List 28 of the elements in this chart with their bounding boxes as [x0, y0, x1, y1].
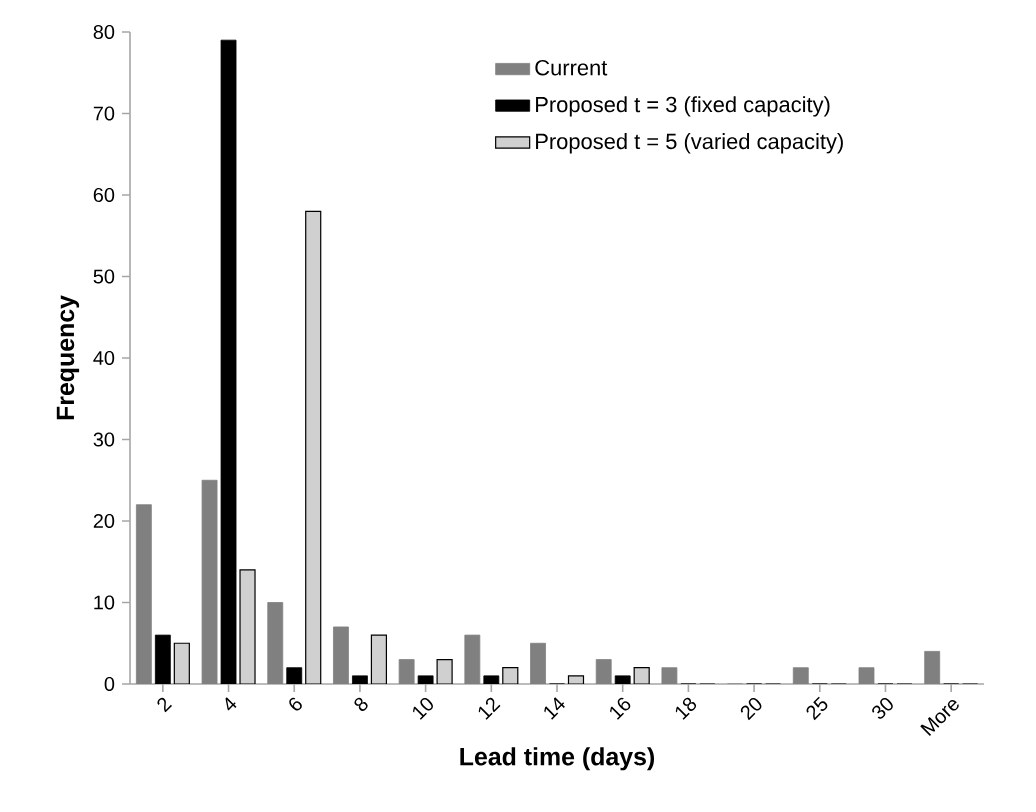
x-tick-label: 16	[610, 697, 631, 720]
bar	[370, 634, 388, 684]
legend-label: Current	[535, 59, 608, 76]
legend-label: Proposed t = 3 (fixed capacity)	[536, 96, 830, 117]
x-tick-label: 2	[157, 697, 172, 713]
y-tick-label: 80	[93, 24, 115, 40]
x-tick-label: 8	[354, 697, 368, 711]
y-axis-title: Frequency	[56, 295, 80, 420]
y-tick-label: 70	[93, 106, 115, 121]
x-tick-label: 30	[872, 697, 893, 719]
y-tick-label: 40	[93, 350, 115, 366]
x-tick-label: 10	[413, 697, 433, 720]
x-tick-label: 4	[225, 697, 237, 711]
y-tick-label: 60	[93, 187, 115, 203]
x-axis-title: Lead time (days)	[460, 747, 655, 771]
bar	[305, 210, 322, 684]
x-tick-label: 14	[544, 697, 565, 720]
x-tick-label: 18	[675, 697, 697, 720]
y-tick-label: 30	[93, 432, 115, 447]
x-tick-label: 25	[806, 696, 828, 721]
y-tick-label: 50	[93, 269, 115, 284]
y-tick-label: 10	[94, 595, 115, 610]
x-tick-label: 12	[478, 697, 501, 720]
x-tick-label: 20	[740, 697, 762, 721]
y-tick-label: 20	[93, 513, 115, 529]
y-tick-label: 0	[104, 676, 115, 692]
legend-label: Proposed t = 5 (varied capacity)	[536, 133, 843, 154]
x-tick-label: 6	[289, 697, 302, 711]
